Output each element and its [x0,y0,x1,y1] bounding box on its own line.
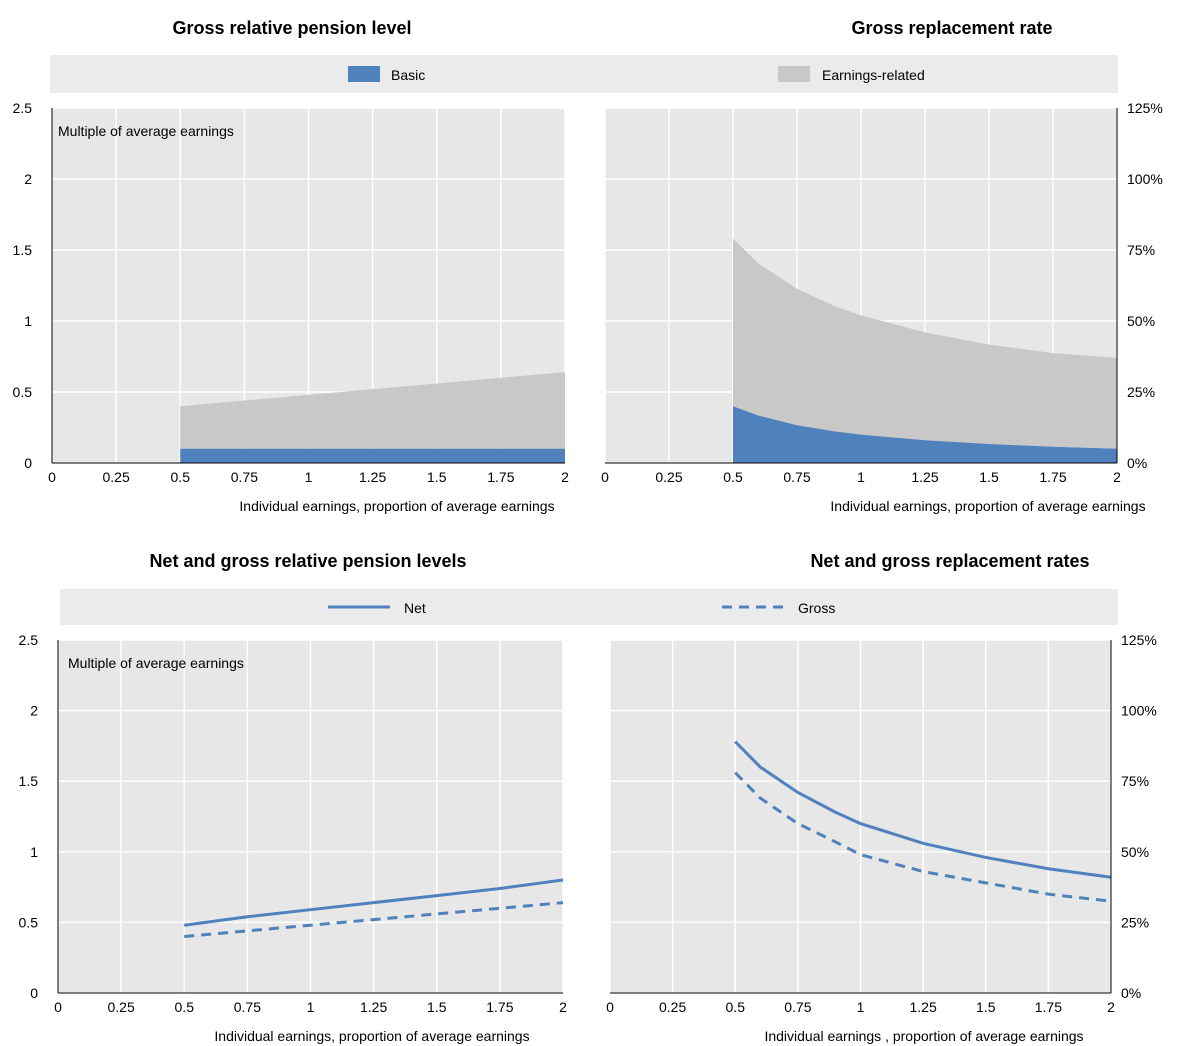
x-tick-label: 0.25 [659,999,686,1015]
x-tick-label: 2 [561,469,569,485]
x-axis-label: Individual earnings, proportion of avera… [214,1028,529,1044]
x-tick-label: 1 [305,469,313,485]
x-tick-label: 0.5 [723,469,743,485]
y-tick-label: 2 [30,703,38,719]
y-tick-label: 125% [1127,100,1163,116]
x-tick-label: 1.75 [486,999,513,1015]
y-tick-label: 1 [30,844,38,860]
line-net [734,740,1112,879]
x-tick-label: 1.75 [487,469,514,485]
x-axis-label: Individual earnings, proportion of avera… [830,498,1145,514]
x-tick-label: 0.25 [103,469,130,485]
y-tick-label: 100% [1127,171,1163,187]
line-gross [184,901,564,939]
legend-basic-label: Basic [391,67,425,83]
area-basic [180,448,565,463]
x-tick-label: 1.5 [979,469,999,485]
x-tick-label: 2 [559,999,567,1015]
y-tick-label: 2 [24,171,32,187]
x-tick-label: 0.75 [231,469,258,485]
x-tick-label: 1.75 [1039,469,1066,485]
x-tick-label: 1 [857,999,865,1015]
x-tick-label: 0.75 [234,999,261,1015]
y-tick-label: 100% [1121,703,1157,719]
title-bottom-left: Net and gross relative pension levels [149,551,466,571]
title-top-right: Gross replacement rate [851,18,1052,38]
x-tick-label: 0 [54,999,62,1015]
y-tick-label: 0% [1121,985,1141,1001]
x-tick-label: 1 [857,469,865,485]
x-tick-label: 1.5 [976,999,996,1015]
y-tick-label: 0 [30,985,38,1001]
x-tick-label: 1.25 [359,469,386,485]
x-tick-label: 0.5 [175,999,195,1015]
x-tick-label: 1.25 [360,999,387,1015]
y-tick-label: 0.5 [13,384,33,400]
x-tick-label: 2 [1113,469,1121,485]
y-tick-label: 0 [24,455,32,471]
x-tick-label: 1.75 [1035,999,1062,1015]
x-tick-label: 0 [601,469,609,485]
x-tick-label: 0.5 [171,469,191,485]
legend-bottom: Net Gross [60,589,1118,625]
panel-bottom-left: 0 0.25 0.5 0.75 1 1.25 1.5 1.75 2 0 0.5 1 1.5 2 2.5 Mul… [19,632,568,1044]
x-tick-label: 1.25 [911,469,938,485]
legend-basic-swatch [348,66,380,82]
title-top-left: Gross relative pension level [172,18,411,38]
y-tick-label: 2.5 [13,100,33,116]
y-tick-label: 75% [1121,773,1149,789]
legend-top: Basic Earnings-related [50,55,1118,93]
x-tick-label: 0.5 [726,999,746,1015]
title-bottom-right: Net and gross replacement rates [810,551,1089,571]
annotation-multiple-of-average-earnings: Multiple of average earnings [68,655,244,671]
x-tick-label: 1.5 [427,469,447,485]
panel-top-right: 0 0.25 0.5 0.75 1 1.25 1.5 1.75 2 0% 25% 50% 75% 100%… [601,100,1163,514]
x-tick-label: 0.25 [655,469,682,485]
y-tick-label: 50% [1127,313,1155,329]
y-tick-label: 25% [1127,384,1155,400]
y-tick-label: 1.5 [19,773,39,789]
legend-bottom-background [60,589,1118,625]
annotation-multiple-of-average-earnings: Multiple of average earnings [58,123,234,139]
x-tick-label: 0.75 [783,469,810,485]
legend-top-background [50,55,1118,93]
panel-bottom-right: 0 0.25 0.5 0.75 1 1.25 1.5 1.75 2 0% 25% 50% 75% 100%… [606,632,1157,1044]
legend-earnings-related-label: Earnings-related [822,67,925,83]
y-tick-label: 25% [1121,914,1149,930]
y-tick-label: 1 [24,313,32,329]
area-earnings-related [733,238,1117,449]
y-tick-label: 125% [1121,632,1157,648]
x-tick-label: 1.25 [910,999,937,1015]
y-tick-label: 1.5 [13,242,33,258]
x-tick-label: 0.75 [784,999,811,1015]
legend-net-label: Net [404,600,426,616]
x-axis-label: Individual earnings , proportion of aver… [764,1028,1083,1044]
y-tick-label: 2.5 [19,632,39,648]
area-basic [733,406,1117,463]
x-tick-label: 2 [1107,999,1115,1015]
y-tick-label: 0.5 [19,914,39,930]
line-net [184,878,564,927]
x-tick-label: 0 [48,469,56,485]
legend-gross-label: Gross [798,600,835,616]
x-tick-label: 1 [307,999,315,1015]
panel-top-left: 0 0.25 0.5 0.75 1 1.25 1.5 1.75 2 0 0.5 1 1.5 2 2.5 Mul… [13,100,570,514]
area-earnings-related [180,372,565,449]
x-tick-label: 1.5 [427,999,447,1015]
x-tick-label: 0.25 [108,999,135,1015]
legend-earnings-related-swatch [778,66,810,82]
y-tick-label: 75% [1127,242,1155,258]
y-tick-label: 0% [1127,455,1147,471]
x-tick-label: 0 [606,999,614,1015]
x-axis-label: Individual earnings, proportion of avera… [239,498,554,514]
y-tick-label: 50% [1121,844,1149,860]
